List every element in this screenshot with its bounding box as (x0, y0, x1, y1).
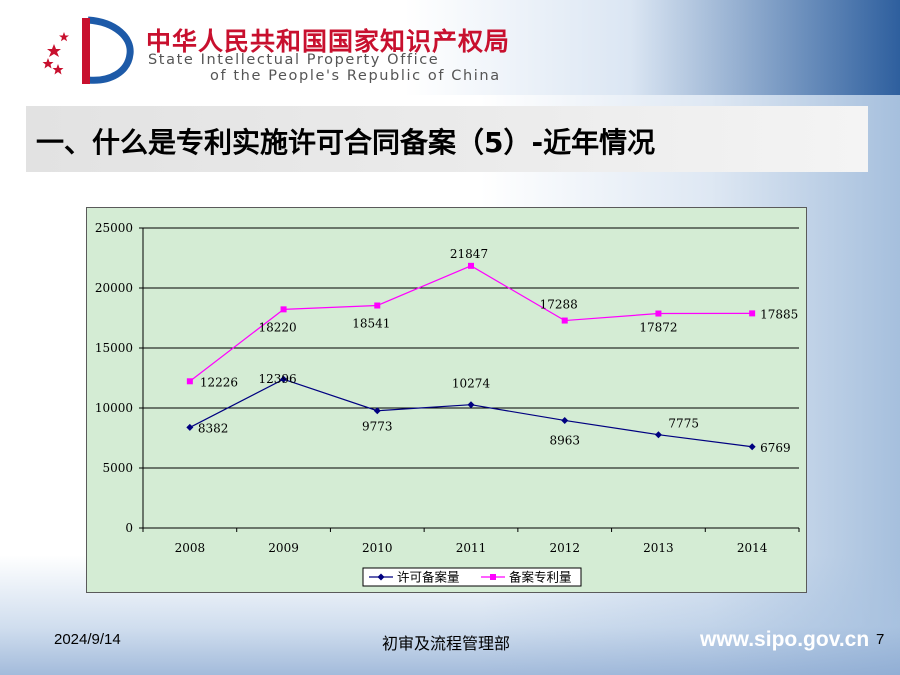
logo-star-3 (52, 64, 64, 75)
footer-department: 初审及流程管理部 (382, 634, 511, 653)
legend-marker (377, 573, 385, 581)
plot-area (143, 228, 799, 528)
legend-label: 许可备案量 (397, 570, 460, 585)
data-point (748, 443, 756, 451)
logo-arc (87, 16, 134, 84)
data-point (374, 302, 381, 309)
org-name-en-line2: of the People's Republic of China (210, 68, 501, 84)
data-point (561, 317, 568, 324)
logo-star-4 (59, 32, 69, 42)
data-label: 10274 (452, 377, 491, 391)
page-number: 7 (876, 631, 885, 648)
x-tick-label: 2012 (549, 541, 580, 555)
org-name-en-line1: State Intellectual Property Office (148, 52, 440, 68)
data-label: 17288 (540, 298, 578, 312)
data-label: 18220 (258, 320, 296, 334)
x-tick-label: 2014 (737, 541, 768, 555)
legend-label: 备案专利量 (509, 570, 572, 585)
y-tick-label: 0 (125, 521, 133, 535)
data-label: 17872 (639, 321, 677, 335)
data-label: 8382 (198, 421, 229, 435)
header-band (0, 0, 900, 95)
line-chart: 0 5000 10000 15000 20000 25000 2008 2009 2010 201… (95, 221, 800, 587)
data-point (280, 306, 287, 313)
data-label: 6769 (760, 441, 791, 455)
x-tick-label: 2008 (175, 541, 206, 555)
data-point (280, 375, 288, 383)
x-tick-label: 2013 (643, 541, 674, 555)
x-tick-label: 2011 (456, 541, 487, 555)
data-point (373, 407, 381, 415)
data-point (654, 431, 662, 439)
chart-container: 0 5000 10000 15000 20000 25000 2008 2009 2010 201… (86, 207, 807, 593)
data-label: 8963 (549, 433, 580, 447)
x-tick-label: 2009 (268, 541, 299, 555)
data-label: 17885 (760, 307, 798, 321)
logo-star-1 (47, 44, 61, 57)
footer-date: 2024/9/14 (54, 631, 121, 648)
data-point (186, 378, 193, 385)
data-point (467, 401, 475, 409)
logo-bar (82, 18, 90, 84)
data-point (749, 310, 756, 317)
data-label: 7775 (668, 417, 699, 431)
slide-title: 一、什么是专利实施许可合同备案（5）-近年情况 (36, 126, 656, 159)
x-tick-label: 2010 (362, 541, 393, 555)
org-name-cn: 中华人民共和国国家知识产权局 (146, 27, 511, 56)
data-point (186, 423, 194, 431)
data-point (561, 416, 569, 424)
data-point (468, 262, 474, 269)
sipo-logo-icon (42, 16, 134, 84)
y-tick-label: 25000 (95, 221, 133, 235)
footer-url-link[interactable]: www.sipo.gov.cn (700, 628, 870, 651)
data-label: 18541 (352, 317, 390, 331)
y-tick-label: 15000 (95, 341, 133, 355)
data-label: 21847 (450, 247, 488, 261)
legend-marker (490, 574, 496, 580)
data-label: 12396 (258, 372, 296, 386)
logo-star-2 (42, 58, 54, 69)
data-point (655, 310, 662, 317)
data-label: 12226 (200, 375, 238, 389)
y-tick-label: 20000 (95, 281, 133, 295)
y-tick-label: 5000 (102, 461, 133, 475)
title-bar (26, 106, 868, 172)
legend (362, 567, 582, 587)
data-label: 9773 (362, 420, 393, 434)
y-tick-label: 10000 (95, 401, 133, 415)
